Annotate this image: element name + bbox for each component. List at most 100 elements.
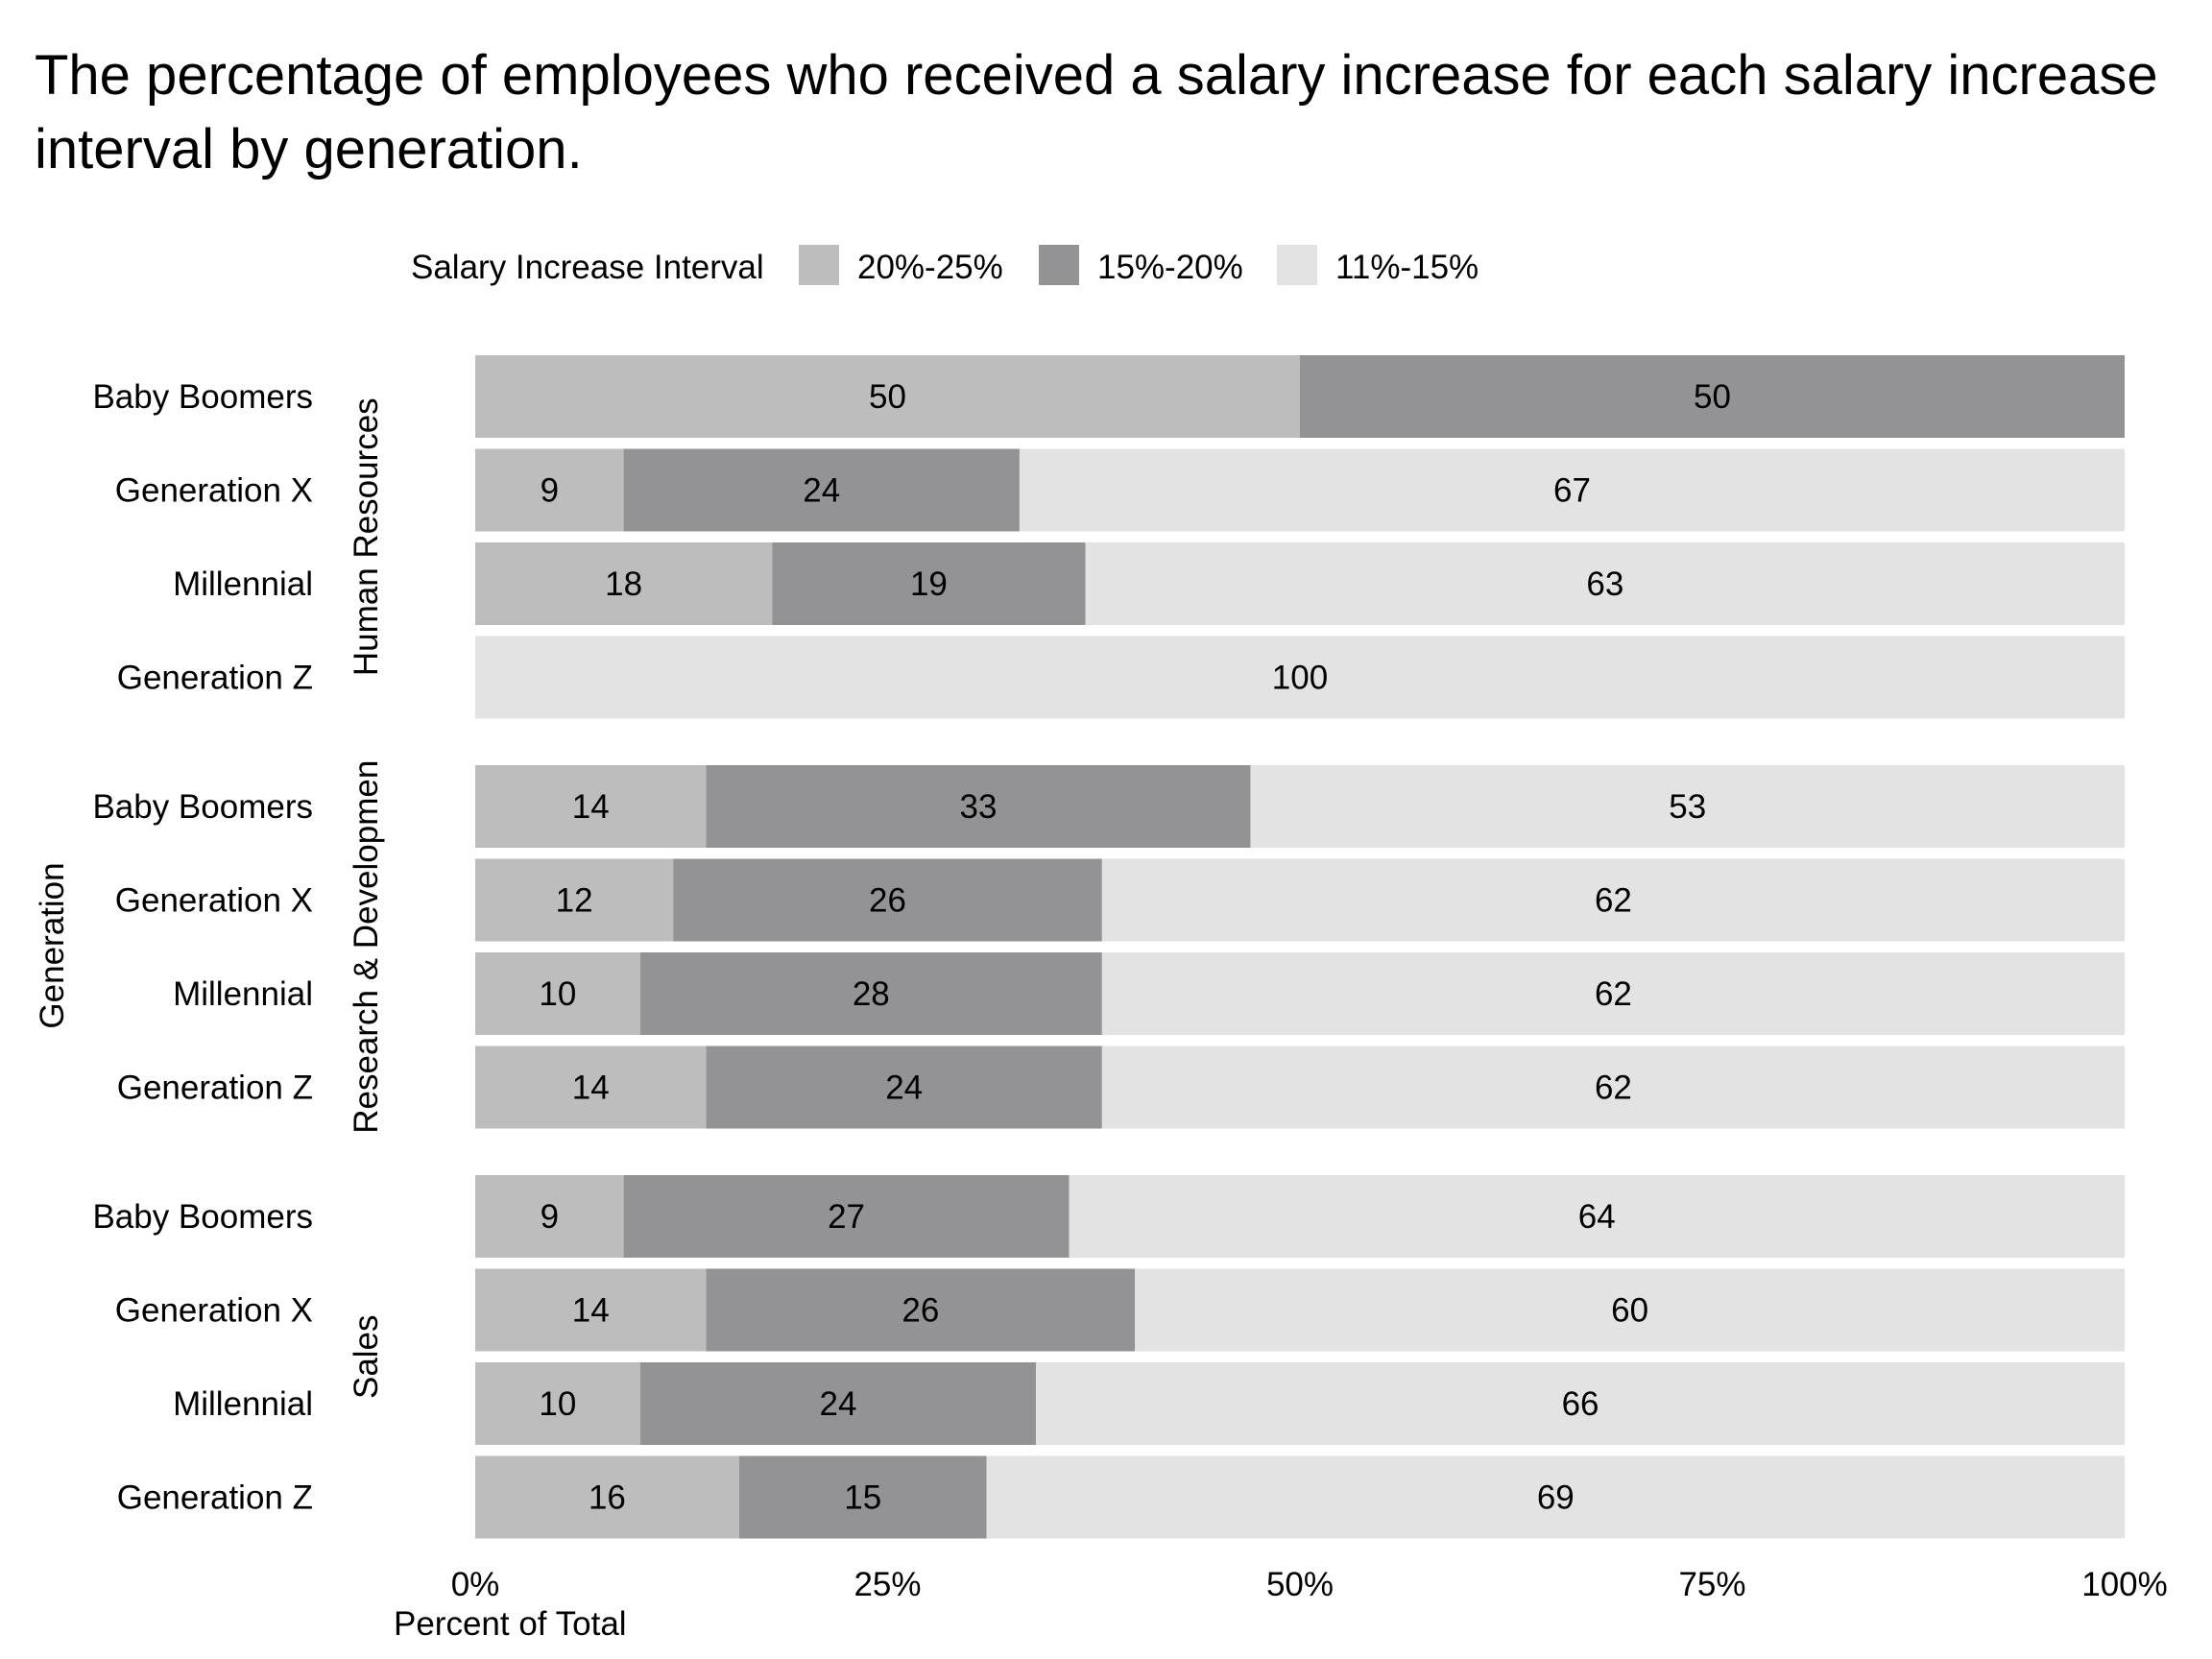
bar-segment-11-15 xyxy=(1135,1268,2125,1352)
bar-segment-11-15 xyxy=(1250,765,2125,848)
data-label: 14 xyxy=(572,788,610,826)
y-axis-title: Generation xyxy=(34,862,71,1028)
legend-label-11-15: 11%-15% xyxy=(1335,249,1479,286)
category-label-generation-x: Generation X xyxy=(115,1292,313,1330)
x-tick-label: 50% xyxy=(1266,1566,1334,1603)
data-label: 28 xyxy=(853,975,890,1013)
bar-segment-20-25 xyxy=(475,1268,707,1352)
data-label: 10 xyxy=(539,975,576,1013)
data-label: 15 xyxy=(844,1479,881,1517)
bar-segment-15-20 xyxy=(706,1046,1102,1129)
x-axis: 0% 25% 50% 75% 100% xyxy=(451,1566,2168,1603)
legend-swatch-15-20 xyxy=(1039,245,1079,285)
data-label: 60 xyxy=(1611,1292,1648,1330)
data-label: 12 xyxy=(556,882,593,920)
legend: Salary Increase Interval 20%-25% 15%-20% 11… xyxy=(411,245,1479,286)
data-label: 10 xyxy=(539,1385,576,1423)
panel-strip-label: Research & Developmen xyxy=(348,760,385,1134)
category-label-millennial: Millennial xyxy=(173,565,313,603)
category-label-generation-z: Generation Z xyxy=(117,660,313,697)
bar-segment-20-25 xyxy=(475,858,674,942)
category-label-baby-boomers: Baby Boomers xyxy=(92,378,313,416)
data-label: 33 xyxy=(960,788,998,826)
data-label: 26 xyxy=(869,882,906,920)
data-label: 62 xyxy=(1595,1070,1632,1107)
bar-segment-15-20 xyxy=(706,765,1251,848)
data-label: 64 xyxy=(1578,1198,1616,1236)
bar-segment-11-15 xyxy=(986,1455,2125,1539)
bar-segment-20-25 xyxy=(475,952,640,1035)
bar-segment-20-25 xyxy=(475,765,707,848)
bar-segment-20-25 xyxy=(475,355,1300,438)
category-label-generation-z: Generation Z xyxy=(117,1479,313,1517)
bar-segment-11-15 xyxy=(475,636,2125,719)
bar-segment-20-25 xyxy=(475,1455,739,1539)
panel-strip-label: Sales xyxy=(348,1314,385,1399)
data-label: 14 xyxy=(572,1070,610,1107)
data-label: 14 xyxy=(572,1292,610,1330)
bar-segment-15-20 xyxy=(639,952,1102,1035)
bar-segment-11-15 xyxy=(1101,1046,2125,1129)
bar-segment-11-15 xyxy=(1085,542,2125,625)
x-tick-label: 100% xyxy=(2081,1566,2168,1603)
legend-label-15-20: 15%-20% xyxy=(1097,249,1243,286)
data-label: 67 xyxy=(1553,472,1591,510)
bar-segment-15-20 xyxy=(639,1362,1037,1445)
category-label-millennial: Millennial xyxy=(173,975,313,1013)
category-label-millennial: Millennial xyxy=(173,1385,313,1423)
data-label: 24 xyxy=(819,1385,856,1423)
bar-segment-20-25 xyxy=(475,542,773,625)
data-label: 100 xyxy=(1272,660,1328,697)
x-tick-label: 75% xyxy=(1678,1566,1745,1603)
category-label-generation-x: Generation X xyxy=(115,882,313,920)
chart-title: The percentage of employees who received… xyxy=(35,44,2158,180)
bar-segment-15-20 xyxy=(623,1175,1070,1258)
panel-human-resources: Human Resources Baby Boomers 50 50 Generatio… xyxy=(92,355,2125,719)
panel-research-developmen: Research & Developmen Baby Boomers 14 33 53 G… xyxy=(92,760,2125,1134)
x-tick-label: 25% xyxy=(854,1566,921,1603)
chart-panels: Human Resources Baby Boomers 50 50 Generatio… xyxy=(92,355,2125,1539)
bar-segment-20-25 xyxy=(475,1046,707,1129)
bar-segment-11-15 xyxy=(1019,448,2125,532)
data-label: 16 xyxy=(589,1479,626,1517)
bar-segment-15-20 xyxy=(706,1268,1136,1352)
data-label: 50 xyxy=(1694,378,1731,416)
data-label: 19 xyxy=(910,565,948,603)
data-label: 69 xyxy=(1537,1479,1575,1517)
bar-segment-15-20 xyxy=(738,1455,987,1539)
bar-segment-15-20 xyxy=(623,448,1020,532)
legend-title: Salary Increase Interval xyxy=(411,249,764,286)
x-axis-title: Percent of Total xyxy=(394,1605,627,1643)
bar-segment-11-15 xyxy=(1036,1362,2125,1445)
data-label: 62 xyxy=(1595,882,1632,920)
category-label-generation-z: Generation Z xyxy=(117,1070,313,1107)
panel-sales: Sales Baby Boomers 9 27 64 Generation X 14 26 60… xyxy=(92,1175,2125,1539)
category-label-baby-boomers: Baby Boomers xyxy=(92,1198,313,1236)
bar-segment-15-20 xyxy=(1300,355,2125,438)
x-tick-label: 0% xyxy=(451,1566,500,1603)
bar-segment-20-25 xyxy=(475,448,624,532)
data-label: 66 xyxy=(1562,1385,1599,1423)
bar-segment-20-25 xyxy=(475,1362,640,1445)
legend-swatch-11-15 xyxy=(1277,245,1317,285)
data-label: 24 xyxy=(885,1070,923,1107)
data-label: 50 xyxy=(869,378,906,416)
legend-label-20-25: 20%-25% xyxy=(857,249,1003,286)
panel-strip-label: Human Resources xyxy=(348,397,385,676)
data-label: 26 xyxy=(902,1292,939,1330)
data-label: 9 xyxy=(541,472,559,510)
data-label: 18 xyxy=(605,565,642,603)
category-label-generation-x: Generation X xyxy=(115,472,313,510)
data-label: 62 xyxy=(1595,975,1632,1013)
category-label-baby-boomers: Baby Boomers xyxy=(92,788,313,826)
data-label: 27 xyxy=(828,1198,865,1236)
data-label: 24 xyxy=(803,472,840,510)
bar-segment-15-20 xyxy=(673,858,1102,942)
bar-segment-11-15 xyxy=(1101,858,2125,942)
bar-segment-11-15 xyxy=(1069,1175,2125,1258)
bar-segment-15-20 xyxy=(772,542,1086,625)
bar-segment-20-25 xyxy=(475,1175,624,1258)
data-label: 53 xyxy=(1669,788,1706,826)
data-label: 63 xyxy=(1586,565,1623,603)
